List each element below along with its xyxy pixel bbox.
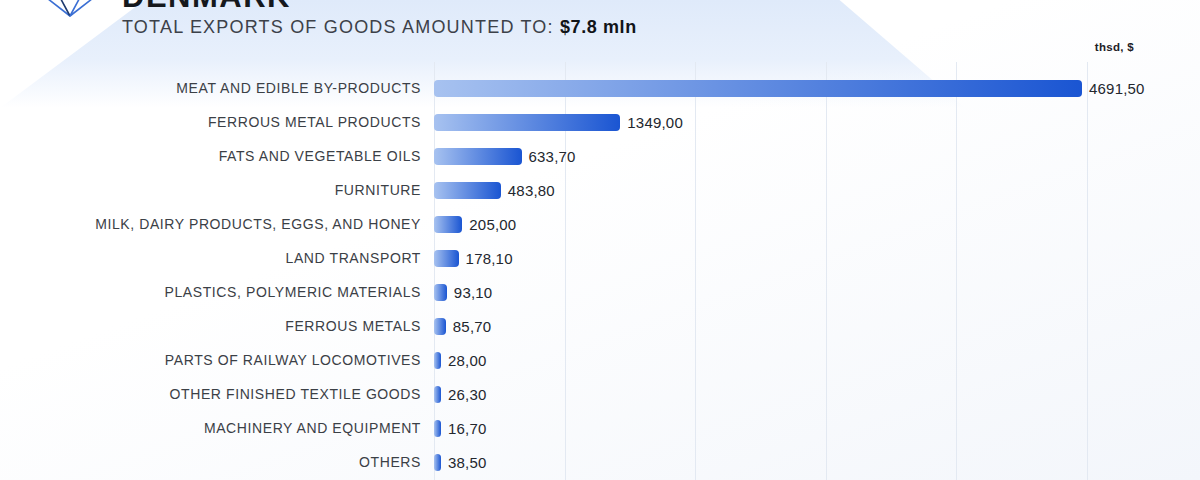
bar-value-label: 93,10 (454, 284, 493, 301)
category-label: FERROUS METAL PRODUCTS (0, 114, 434, 130)
chart-row: FURNITURE 483,80 (0, 173, 1200, 207)
bar[interactable] (434, 386, 441, 403)
axis-unit-label: thsd, $ (1095, 41, 1134, 53)
chart-row: OTHERS 38,50 (0, 445, 1200, 479)
chart-row: MILK, DAIRY PRODUCTS, EGGS, AND HONEY 20… (0, 207, 1200, 241)
bar-value-label: 85,70 (453, 318, 492, 335)
category-label: OTHER FINISHED TEXTILE GOODS (0, 386, 434, 402)
bar-value-label: 205,00 (469, 216, 516, 233)
bar-area: 178,10 (434, 241, 1200, 275)
chart-row: MEAT AND EDIBLE BY-PRODUCTS 4691,50 (0, 71, 1200, 105)
category-label: OTHERS (0, 454, 434, 470)
category-label: LAND TRANSPORT (0, 250, 434, 266)
bar-value-label: 178,10 (466, 250, 513, 267)
chart-row: FERROUS METALS 85,70 (0, 309, 1200, 343)
category-label: MACHINERY AND EQUIPMENT (0, 420, 434, 436)
category-label: PLASTICS, POLYMERIC MATERIALS (0, 284, 434, 300)
bar[interactable] (434, 318, 446, 335)
category-label: FATS AND VEGETABLE OILS (0, 148, 434, 164)
chart-row: PLASTICS, POLYMERIC MATERIALS 93,10 (0, 275, 1200, 309)
bar[interactable] (434, 352, 441, 369)
bar-area: 38,50 (434, 445, 1200, 479)
category-label: MEAT AND EDIBLE BY-PRODUCTS (0, 80, 434, 96)
bar-value-label: 26,30 (448, 386, 487, 403)
bar-value-label: 633,70 (529, 148, 576, 165)
bar-value-label: 38,50 (448, 454, 487, 471)
chart-row: OTHER FINISHED TEXTILE GOODS 26,30 (0, 377, 1200, 411)
bar-value-label: 483,80 (508, 182, 555, 199)
bar-area: 205,00 (434, 207, 1200, 241)
bar-value-label: 28,00 (448, 352, 487, 369)
bar-chart: MEAT AND EDIBLE BY-PRODUCTS 4691,50 FERR… (0, 71, 1200, 479)
bar[interactable] (434, 420, 441, 437)
page-title: DENMARK (122, 0, 291, 15)
bar[interactable] (434, 114, 620, 131)
bar-value-label: 4691,50 (1089, 80, 1145, 97)
bar-area: 4691,50 (434, 71, 1200, 105)
chart-row: FATS AND VEGETABLE OILS 633,70 (0, 139, 1200, 173)
chart-subtitle: TOTAL EXPORTS OF GOODS AMOUNTED TO: $7.8… (122, 17, 637, 38)
bar[interactable] (434, 80, 1082, 97)
subtitle-text: TOTAL EXPORTS OF GOODS AMOUNTED TO: (122, 17, 560, 37)
total-value: $7.8 mln (560, 17, 637, 37)
bar-area: 85,70 (434, 309, 1200, 343)
chart-row: FERROUS METAL PRODUCTS 1349,00 (0, 105, 1200, 139)
bar-area: 16,70 (434, 411, 1200, 445)
company-logo-gem-icon (28, 0, 112, 18)
bar[interactable] (434, 284, 447, 301)
bar[interactable] (434, 454, 441, 471)
chart-row: LAND TRANSPORT 178,10 (0, 241, 1200, 275)
chart-row: MACHINERY AND EQUIPMENT 16,70 (0, 411, 1200, 445)
category-label: MILK, DAIRY PRODUCTS, EGGS, AND HONEY (0, 216, 434, 232)
bar-area: 483,80 (434, 173, 1200, 207)
bar[interactable] (434, 182, 501, 199)
chart-row: PARTS OF RAILWAY LOCOMOTIVES 28,00 (0, 343, 1200, 377)
bar-value-label: 16,70 (448, 420, 487, 437)
bar-area: 28,00 (434, 343, 1200, 377)
bar-area: 1349,00 (434, 105, 1200, 139)
bar-value-label: 1349,00 (627, 114, 683, 131)
bar-area: 93,10 (434, 275, 1200, 309)
bar[interactable] (434, 148, 522, 165)
category-label: FERROUS METALS (0, 318, 434, 334)
category-label: PARTS OF RAILWAY LOCOMOTIVES (0, 352, 434, 368)
bar[interactable] (434, 250, 459, 267)
bar[interactable] (434, 216, 462, 233)
category-label: FURNITURE (0, 182, 434, 198)
bar-area: 26,30 (434, 377, 1200, 411)
bar-area: 633,70 (434, 139, 1200, 173)
